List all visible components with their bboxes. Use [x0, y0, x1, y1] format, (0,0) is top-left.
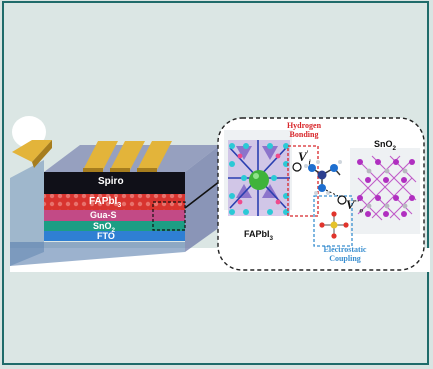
- fapbi3-layer: [44, 194, 185, 210]
- gold-electrode-3: [137, 141, 172, 170]
- vacancy-oxygen-circle: [337, 195, 347, 205]
- gold-electrode-1-front: [83, 168, 103, 172]
- zoom-region-box: [152, 201, 186, 231]
- hydrogen-bonding-label: Hydrogen Bonding: [286, 121, 322, 139]
- stack-side-face: [185, 145, 220, 252]
- oxygen-vacancy-symbol: V··o: [346, 197, 364, 215]
- hydrogen-bonding-box: [287, 145, 319, 217]
- sno2-layer-label: SnO2: [93, 221, 116, 234]
- glass-substrate-left: [10, 160, 44, 266]
- spiro-layer: [44, 172, 185, 194]
- sno2-layer: [44, 221, 185, 231]
- sulfate-group: [319, 211, 349, 239]
- gold-electrode-2-front: [110, 168, 130, 172]
- fapbi3-crystal: [228, 140, 290, 216]
- guas-label: Gua-S: [90, 210, 117, 220]
- vacancy-iodide-circle: [292, 162, 302, 172]
- electrostatic-coupling-label: Electrostatic Coupling: [323, 245, 367, 263]
- fapbi3-inset-label: FAPbI3: [244, 229, 274, 242]
- gold-electrode-3-front: [137, 168, 157, 172]
- cation-sphere: [249, 170, 269, 190]
- sno2-crystal: [357, 155, 417, 221]
- gold-electrode-left-side: [32, 140, 52, 168]
- fapbi3-layer-label: FAPbI3: [89, 196, 122, 210]
- gold-electrode-1: [83, 141, 118, 170]
- electrostatic-coupling-box: [313, 195, 353, 247]
- glass-substrate-front: [10, 242, 185, 266]
- guas-layer: [44, 210, 185, 221]
- gold-electrode-left: [12, 140, 52, 162]
- fto-label: FTO: [97, 231, 115, 241]
- gold-electrodes: [12, 140, 172, 172]
- guas-molecule: [304, 160, 342, 197]
- fto-layer: [44, 231, 185, 241]
- device-stack: [10, 145, 220, 266]
- sno2-inset-label: SnO2: [374, 139, 397, 152]
- spiro-label: Spiro: [98, 176, 124, 187]
- gold-electrode-2: [110, 141, 145, 170]
- iodide-vacancy-symbol: V'i: [298, 149, 311, 167]
